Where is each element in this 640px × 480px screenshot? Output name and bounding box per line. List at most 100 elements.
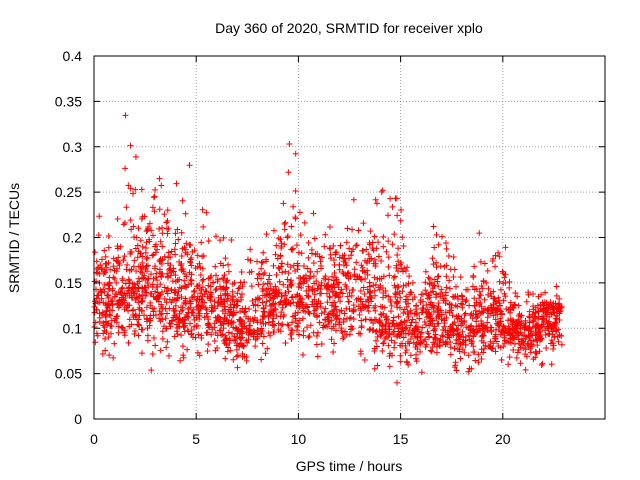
data-point [128, 289, 135, 296]
data-point [400, 334, 407, 341]
data-point [281, 226, 288, 233]
data-point [360, 220, 367, 227]
data-point [385, 293, 392, 300]
data-point [149, 281, 156, 288]
data-point [325, 314, 332, 321]
data-point [163, 344, 170, 351]
data-point [371, 316, 378, 323]
data-point [307, 268, 314, 275]
data-point [480, 345, 487, 352]
data-point [282, 297, 289, 304]
data-point [129, 285, 136, 292]
data-point [191, 287, 198, 294]
data-point [292, 188, 299, 195]
data-point [273, 242, 280, 249]
data-point [378, 188, 385, 195]
data-point [92, 339, 99, 346]
x-tick-label: 15 [393, 431, 409, 447]
data-point [170, 265, 177, 272]
data-point [208, 272, 215, 279]
data-point [146, 220, 153, 227]
data-point [468, 340, 475, 347]
data-point [386, 363, 393, 370]
data-point [433, 264, 440, 271]
x-tick-label: 10 [291, 431, 307, 447]
data-point [555, 338, 562, 345]
data-point [536, 333, 543, 340]
data-point [348, 248, 355, 255]
data-point [433, 231, 440, 238]
data-point [412, 355, 419, 362]
data-point [372, 337, 379, 344]
data-point [431, 341, 438, 348]
data-point [387, 195, 394, 202]
data-point [153, 270, 160, 277]
data-point [410, 339, 417, 346]
data-point [484, 314, 491, 321]
data-point [422, 321, 429, 328]
data-point [397, 352, 404, 359]
data-point [225, 344, 232, 351]
data-point [144, 332, 151, 339]
data-point [168, 248, 175, 255]
data-point [501, 334, 508, 341]
data-point [358, 262, 365, 269]
data-point [336, 321, 343, 328]
data-point [121, 219, 128, 226]
data-point [164, 290, 171, 297]
data-point [189, 294, 196, 301]
data-point [174, 226, 181, 233]
data-point [198, 335, 205, 342]
data-point [442, 239, 449, 246]
data-point [484, 319, 491, 326]
data-point [346, 289, 353, 296]
data-point [230, 294, 237, 301]
data-point [176, 258, 183, 265]
data-point [249, 298, 256, 305]
data-point [125, 182, 132, 189]
data-point [512, 329, 519, 336]
data-points [91, 112, 565, 386]
data-point [331, 284, 338, 291]
data-point [530, 338, 537, 345]
data-point [261, 292, 268, 299]
data-point [367, 325, 374, 332]
data-point [295, 284, 302, 291]
data-point [176, 310, 183, 317]
data-point [103, 264, 110, 271]
data-point [318, 265, 325, 272]
data-point [435, 320, 442, 327]
data-point [422, 279, 429, 286]
data-point [548, 361, 555, 368]
data-point [163, 219, 170, 226]
data-point [219, 331, 226, 338]
data-point [244, 339, 251, 346]
data-point [478, 317, 485, 324]
data-point [418, 337, 425, 344]
data-point [141, 213, 148, 220]
data-point [334, 281, 341, 288]
data-point [194, 252, 201, 259]
data-point [541, 316, 548, 323]
data-point [481, 260, 488, 267]
data-point [481, 296, 488, 303]
data-point [194, 283, 201, 290]
data-point [521, 342, 528, 349]
data-point [200, 276, 207, 283]
data-point [226, 337, 233, 344]
data-point [135, 225, 142, 232]
data-point [203, 329, 210, 336]
data-point [506, 278, 513, 285]
data-point [270, 262, 277, 269]
data-point [310, 259, 317, 266]
data-point [164, 274, 171, 281]
data-point [371, 233, 378, 240]
data-point [260, 333, 267, 340]
x-tick-label: 5 [192, 431, 200, 447]
data-point [157, 281, 164, 288]
data-point [101, 281, 108, 288]
data-point [403, 303, 410, 310]
data-point [330, 348, 337, 355]
data-point [422, 287, 429, 294]
data-point [530, 356, 537, 363]
